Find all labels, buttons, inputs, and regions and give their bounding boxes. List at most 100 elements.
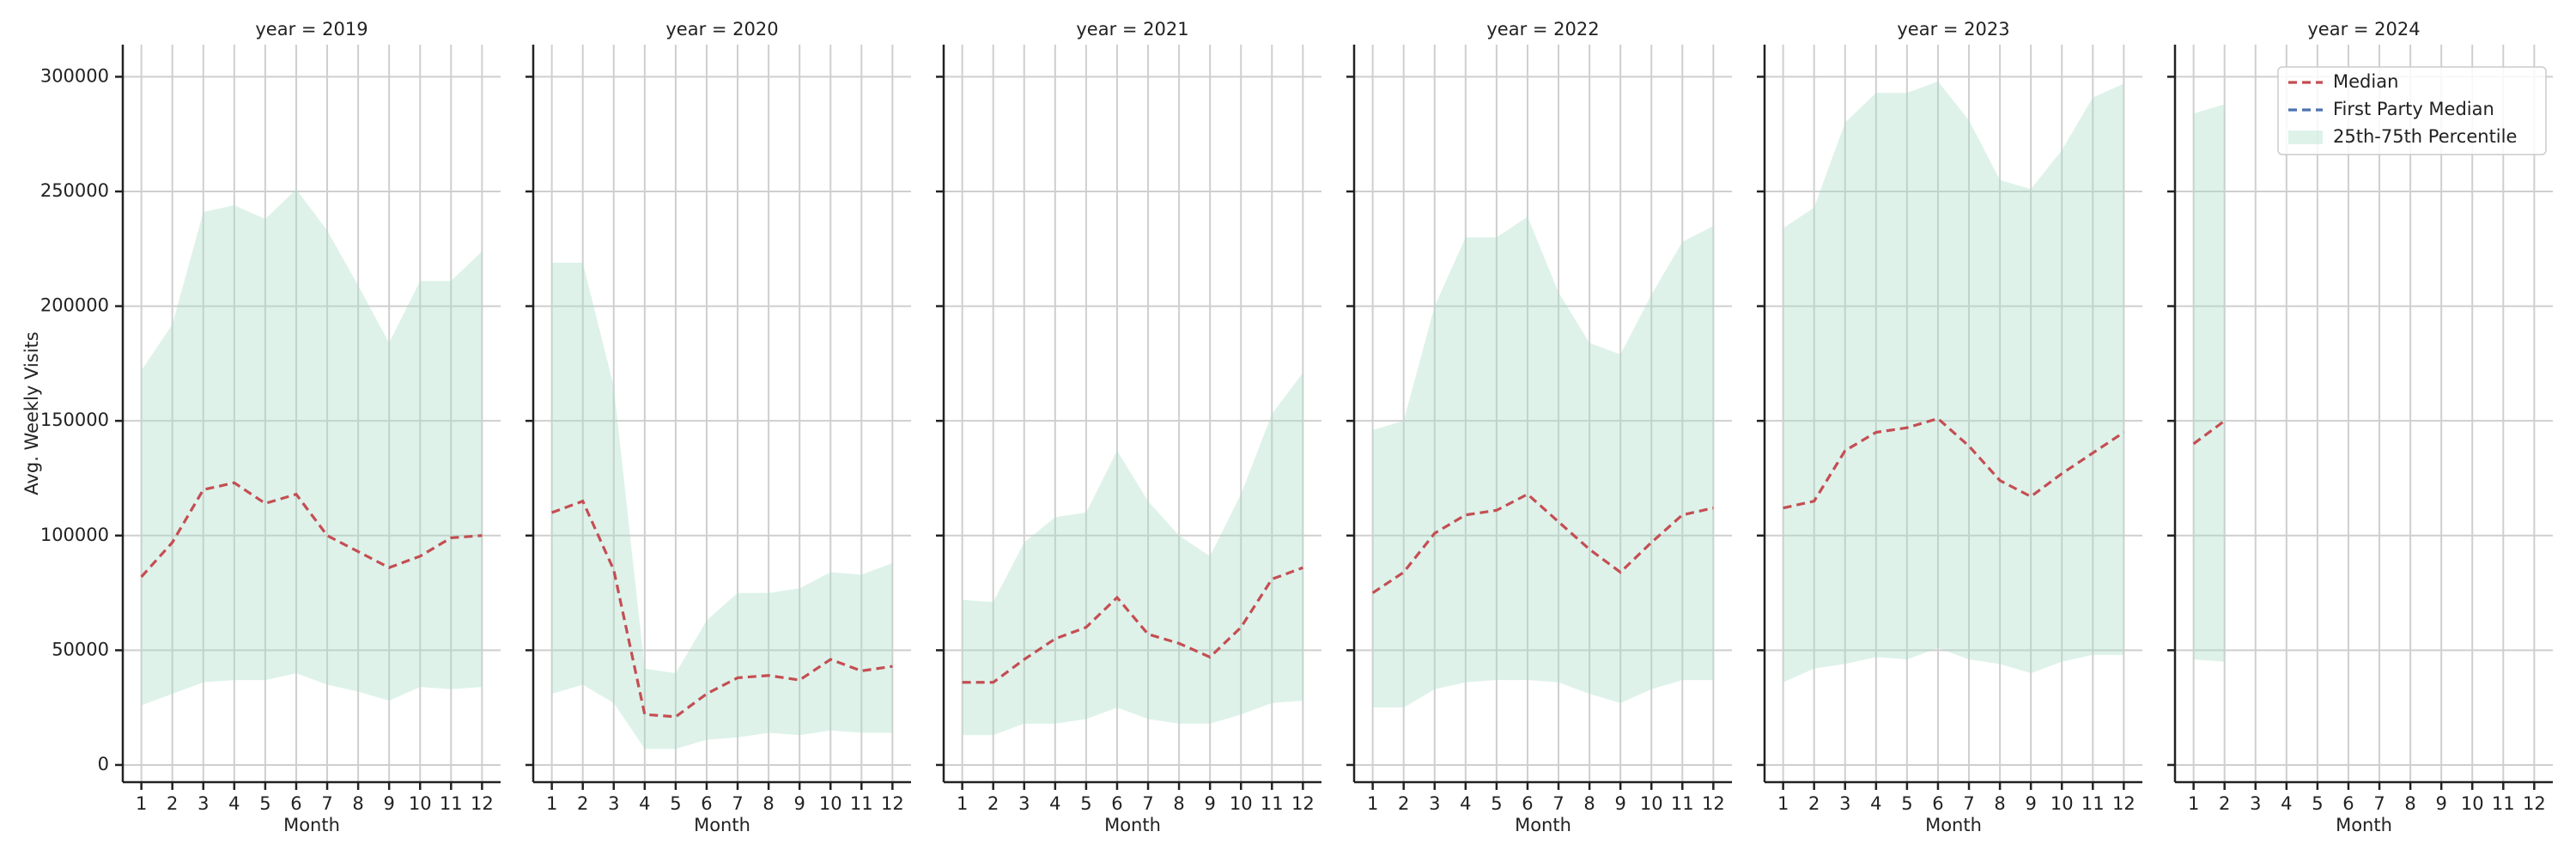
x-tick-label: 1: [957, 793, 968, 814]
panel-title: year = 2019: [255, 19, 368, 39]
x-tick-label: 1: [136, 793, 147, 814]
x-tick-label: 4: [1460, 793, 1471, 814]
x-tick-label: 6: [701, 793, 712, 814]
x-tick-label: 12: [2523, 793, 2546, 814]
y-tick-label: 150000: [40, 410, 109, 430]
x-tick-label: 7: [321, 793, 332, 814]
x-tick-label: 8: [1173, 793, 1184, 814]
x-tick-label: 9: [2025, 793, 2036, 814]
x-tick-label: 12: [1702, 793, 1725, 814]
y-tick-label: 200000: [40, 295, 109, 316]
x-tick-label: 2: [2219, 793, 2230, 814]
panel-title: year = 2022: [1486, 19, 1599, 39]
x-tick-label: 8: [762, 793, 774, 814]
x-tick-label: 10: [819, 793, 842, 814]
legend-label: Median: [2333, 71, 2398, 92]
x-tick-label: 8: [1583, 793, 1595, 814]
x-tick-label: 3: [1429, 793, 1440, 814]
legend: Median First Party Median 25th-75th Percen…: [2277, 66, 2547, 155]
x-tick-label: 4: [1049, 793, 1060, 814]
x-tick-label: 7: [1963, 793, 1974, 814]
x-tick-label: 8: [2404, 793, 2415, 814]
x-axis-label: Month: [1104, 815, 1161, 835]
x-tick-label: 12: [881, 793, 904, 814]
legend-swatch: [2288, 131, 2323, 144]
x-tick-label: 7: [2373, 793, 2385, 814]
x-tick-label: 9: [793, 793, 805, 814]
x-tick-label: 4: [639, 793, 650, 814]
x-tick-label: 12: [1291, 793, 1315, 814]
x-tick-label: 9: [2435, 793, 2446, 814]
y-axis-label: Avg. Weekly Visits: [21, 331, 42, 495]
x-tick-label: 3: [608, 793, 619, 814]
y-tick-label: 300000: [40, 65, 109, 86]
x-tick-label: 4: [2281, 793, 2292, 814]
x-tick-label: 5: [670, 793, 681, 814]
x-tick-label: 11: [2492, 793, 2515, 814]
y-tick-label: 100000: [40, 525, 109, 545]
x-tick-label: 2: [167, 793, 178, 814]
x-tick-label: 8: [352, 793, 363, 814]
x-tick-label: 3: [1018, 793, 1030, 814]
x-tick-label: 11: [1261, 793, 1284, 814]
panel-title: year = 2023: [1897, 19, 2009, 39]
percentile-band: [141, 189, 483, 706]
x-axis-label: Month: [283, 815, 340, 835]
x-tick-label: 10: [2461, 793, 2484, 814]
x-tick-label: 1: [1777, 793, 1789, 814]
x-tick-label: 11: [1671, 793, 1694, 814]
x-tick-label: 3: [1839, 793, 1850, 814]
y-tick-label: 50000: [52, 639, 109, 659]
x-tick-label: 1: [1367, 793, 1378, 814]
x-tick-label: 10: [1640, 793, 1663, 814]
percentile-band: [1783, 81, 2124, 683]
x-tick-label: 12: [471, 793, 494, 814]
x-tick-label: 11: [850, 793, 873, 814]
x-tick-label: 6: [1932, 793, 1943, 814]
x-tick-label: 6: [1522, 793, 1533, 814]
x-tick-label: 5: [259, 793, 270, 814]
x-tick-label: 5: [2312, 793, 2323, 814]
x-tick-label: 8: [1994, 793, 2005, 814]
percentile-band: [2193, 104, 2225, 662]
x-tick-label: 9: [1204, 793, 1215, 814]
y-tick-label: 0: [98, 754, 109, 774]
y-tick-label: 250000: [40, 180, 109, 201]
x-tick-label: 12: [2112, 793, 2136, 814]
x-tick-label: 3: [197, 793, 209, 814]
x-tick-label: 5: [1080, 793, 1091, 814]
panel-title: year = 2020: [665, 19, 778, 39]
x-tick-label: 10: [2050, 793, 2074, 814]
percentile-band: [551, 262, 893, 750]
x-tick-label: 3: [2250, 793, 2261, 814]
line-series: [1783, 416, 2125, 510]
x-tick-label: 7: [732, 793, 743, 814]
x-axis-label: Month: [1925, 815, 1982, 835]
panel-title: year = 2021: [1076, 19, 1188, 39]
x-tick-label: 6: [2342, 793, 2354, 814]
x-axis-label: Month: [694, 815, 750, 835]
line-series: [140, 481, 483, 578]
x-tick-label: 1: [546, 793, 557, 814]
percentile-band: [1372, 216, 1714, 708]
x-tick-label: 11: [2081, 793, 2105, 814]
x-tick-label: 10: [1230, 793, 1253, 814]
x-tick-label: 9: [1614, 793, 1625, 814]
x-tick-label: 5: [1491, 793, 1502, 814]
legend-label: 25th-75th Percentile: [2333, 126, 2517, 147]
x-tick-label: 6: [1111, 793, 1122, 814]
legend-box: [2277, 66, 2547, 155]
x-tick-label: 7: [1552, 793, 1564, 814]
percentile-band: [962, 373, 1303, 736]
x-tick-label: 2: [987, 793, 999, 814]
x-tick-label: 1: [2188, 793, 2199, 814]
x-tick-label: 2: [577, 793, 588, 814]
x-tick-label: 11: [440, 793, 463, 814]
